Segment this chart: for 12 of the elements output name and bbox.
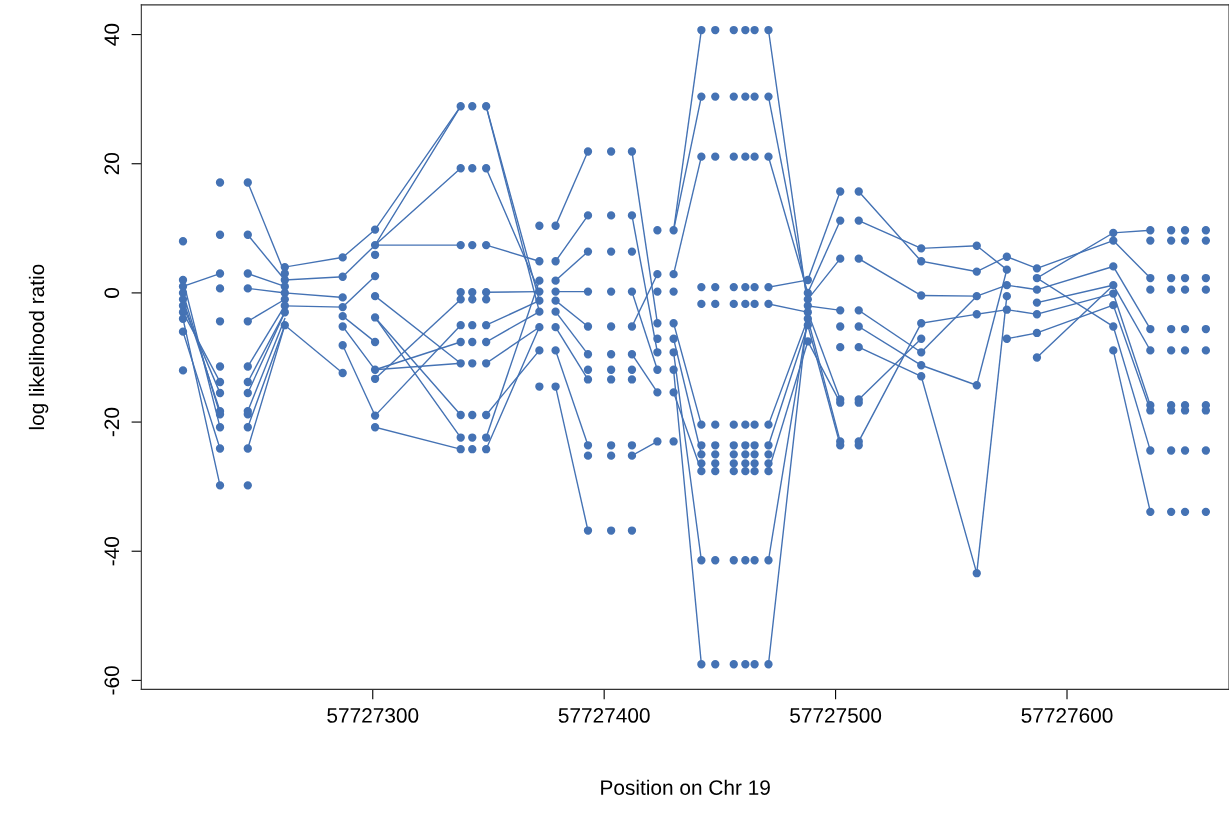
y-tick-label: 20 [104,152,120,175]
x-tick-label: 57727500 [790,708,882,723]
x-tick-label: 57727600 [1021,708,1113,723]
y-axis-title: log likelihood ratio [28,264,49,430]
y-tick-label: 0 [104,287,120,298]
y-tick-label: -40 [104,536,120,566]
x-tick-label: 57727400 [558,708,650,723]
y-tick-label: -60 [104,666,120,695]
y-tick-label: -20 [104,407,120,437]
y-tick-label: 40 [104,23,120,46]
x-tick-label: 57727300 [327,708,419,723]
x-axis-title: Position on Chr 19 [601,779,770,795]
